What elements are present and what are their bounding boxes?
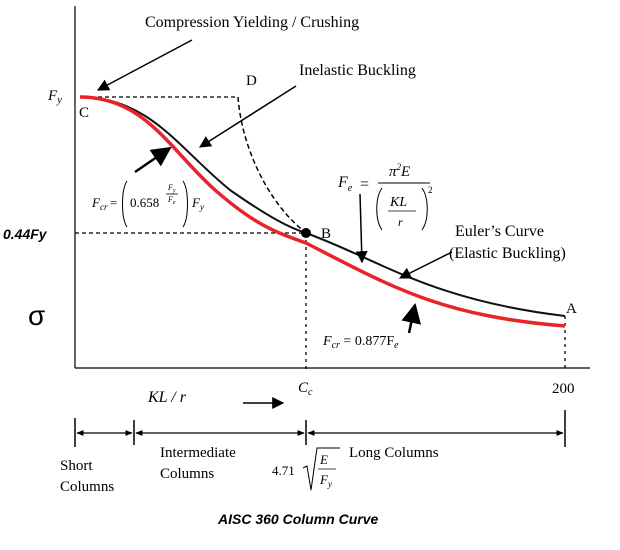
euler-curve-label: Euler’s Curve — [455, 223, 544, 240]
intermediate-columns-label-1: Intermediate — [160, 445, 236, 461]
svg-text:=: = — [360, 176, 369, 193]
aisc-design-curve — [79, 95, 566, 328]
point-c-label: C — [79, 105, 89, 121]
svg-text:4.71: 4.71 — [272, 463, 295, 478]
euler-arrow — [398, 251, 453, 279]
svg-text:=: = — [110, 195, 117, 210]
svg-text:π2E: π2E — [389, 162, 410, 180]
y044-label: 0.44Fy — [3, 226, 48, 242]
svg-text:KL: KL — [389, 195, 407, 210]
svg-text:Fy: Fy — [319, 472, 332, 489]
svg-text:Fe: Fe — [167, 195, 176, 206]
point-b-label: B — [321, 226, 331, 242]
inelastic-buckling-label: Inelastic Buckling — [299, 62, 416, 79]
svg-text:Fe: Fe — [337, 174, 353, 194]
svg-text:E: E — [319, 452, 328, 467]
fe-euler-formula: Fe = π2E KL r 2 — [337, 162, 433, 231]
fcr-elastic-formula: Fcr = 0.877Fe — [322, 334, 399, 351]
point-a-label: A — [566, 301, 577, 317]
theoretical-column-curve — [79, 96, 566, 317]
x200-tick-label: 200 — [552, 381, 575, 397]
x-axis-kl-r-label: KL / r — [147, 389, 187, 406]
point-b-dot — [301, 228, 311, 238]
svg-text:2: 2 — [428, 185, 433, 195]
elastic-buckling-label: (Elastic Buckling) — [449, 245, 566, 262]
svg-text:Fy: Fy — [191, 195, 204, 212]
elastic-design-arrow — [401, 303, 422, 334]
inelastic-design-arrow — [134, 146, 172, 174]
short-columns-label-1: Short — [60, 458, 93, 474]
compression-arrow — [96, 39, 193, 91]
short-columns-label-2: Columns — [60, 479, 114, 495]
fcr-inelastic-formula: Fcr = 0.658 Fy Fe Fy — [91, 180, 204, 228]
cc-tick-label: Cc — [298, 380, 313, 398]
svg-text:0.658: 0.658 — [130, 195, 159, 210]
fy-axis-label: Fy — [47, 88, 62, 106]
fe-arrow — [355, 193, 368, 264]
svg-text:r: r — [398, 215, 403, 229]
inelastic-arrow — [198, 85, 297, 148]
euler-extension-dashed-curve — [237, 96, 306, 233]
intermediate-columns-label-2: Columns — [160, 466, 214, 482]
svg-text:Fy: Fy — [167, 183, 176, 194]
long-columns-label: Long Columns — [349, 445, 439, 461]
slenderness-limit-formula: 4.71 E Fy — [272, 447, 340, 491]
point-d-label: D — [246, 73, 257, 89]
sigma-label: σ — [28, 300, 45, 331]
figure-caption: AISC 360 Column Curve — [217, 511, 378, 527]
title-compression-yielding: Compression Yielding / Crushing — [145, 14, 359, 31]
svg-text:Fcr: Fcr — [91, 195, 108, 212]
